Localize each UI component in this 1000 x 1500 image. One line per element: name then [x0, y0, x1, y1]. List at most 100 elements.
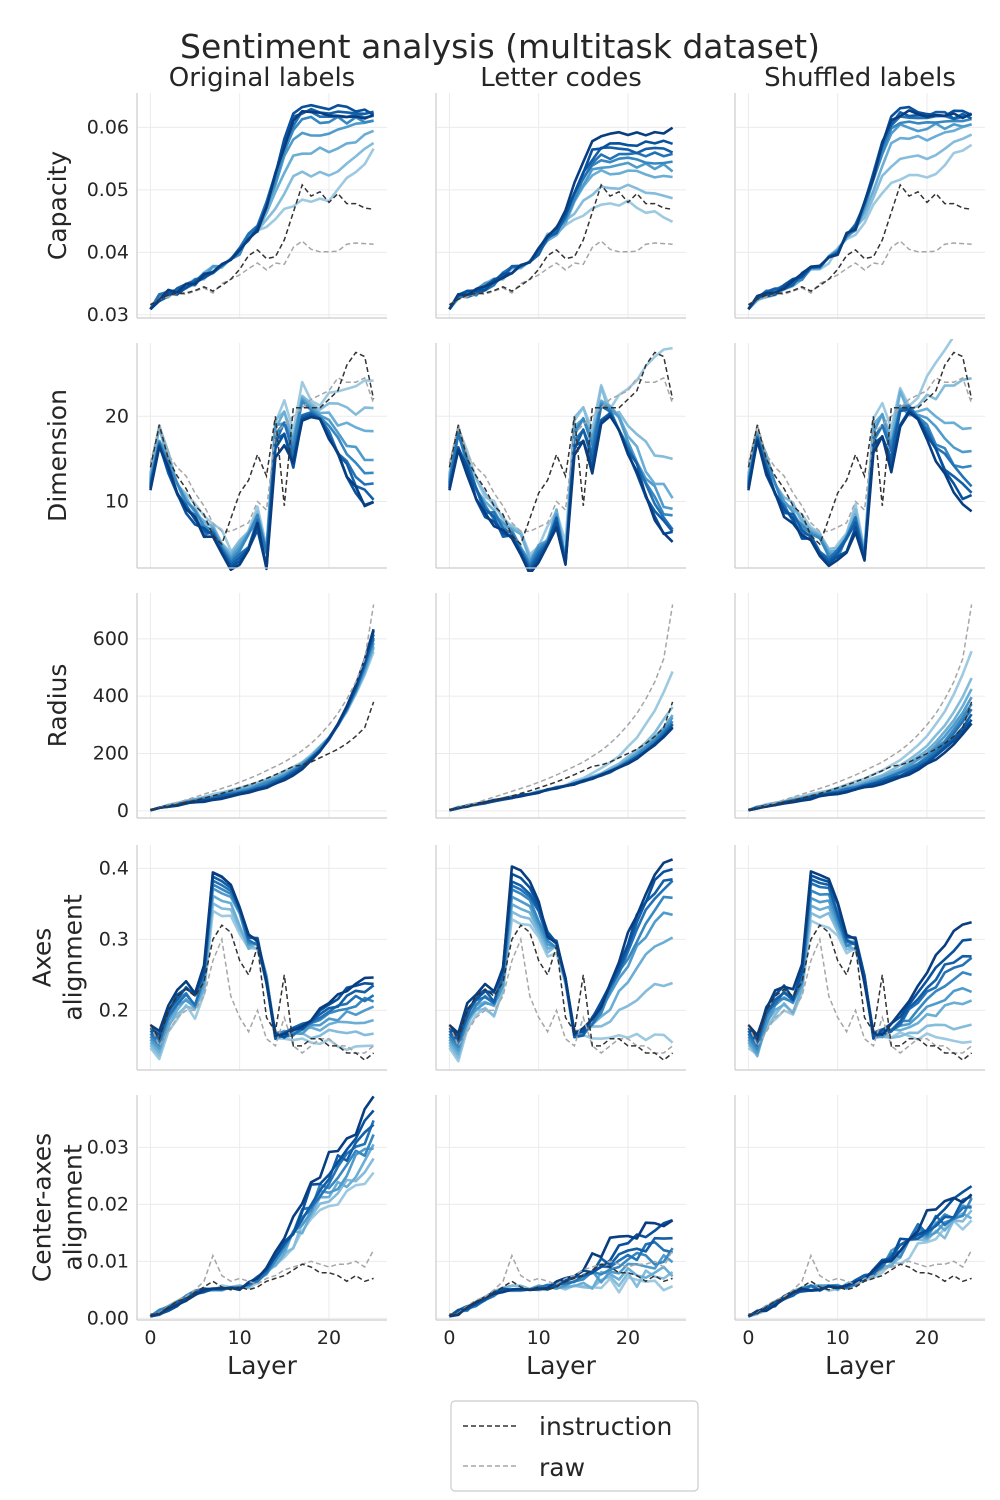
row-label: alignment: [59, 894, 88, 1021]
series-group: [149, 871, 375, 1062]
series-group: [747, 604, 973, 812]
series-8-line: [747, 870, 972, 1037]
instruction-line: [149, 924, 375, 1062]
series-8-line: [149, 415, 375, 572]
instruction-line: [149, 351, 375, 546]
panel-capacity-shuffled-labels: [734, 93, 985, 319]
series-group: [150, 604, 375, 812]
x-axis-label: Layer: [825, 1351, 895, 1380]
instruction-line: [449, 183, 673, 306]
y-tick-label-2: 0.4: [99, 857, 129, 879]
series-8-line: [747, 109, 973, 310]
panels: 0.03 0.04 0.05 0.06 Capacity 10 20 Dimension 0 20…: [28, 93, 985, 1380]
y-tick-label-1: 200: [93, 743, 129, 765]
y-tick-label-2: 400: [93, 685, 129, 707]
instruction-line: [150, 701, 375, 811]
series-group: [149, 103, 375, 311]
series-8-line: [150, 628, 375, 812]
series-7-line: [448, 1218, 674, 1318]
panel-capacity-original-labels: 0.03 0.04 0.05 0.06 Capacity: [43, 93, 387, 326]
raw-line: [150, 1249, 375, 1316]
instruction-line: [448, 924, 674, 1062]
panel-dimension-letter-codes: [435, 343, 686, 572]
x-tick-label-0: 0: [443, 1327, 455, 1349]
panel-axes-alignment-letter-codes: [435, 845, 686, 1071]
y-tick-label-2: 0.02: [87, 1193, 129, 1215]
x-axis-label: Layer: [526, 1351, 596, 1380]
row-label: alignment: [59, 1144, 88, 1271]
x-tick-label-1: 10: [527, 1327, 551, 1349]
instruction-line: [150, 183, 374, 306]
legend-raw-label: raw: [539, 1453, 585, 1482]
raw-line: [448, 936, 674, 1054]
raw-line: [448, 376, 674, 533]
legend: instruction raw: [450, 1400, 699, 1492]
panel-center-axes-alignment-letter-codes: 0 10 20 Layer: [435, 1095, 686, 1380]
instruction-line: [747, 351, 973, 546]
series-8-line: [448, 414, 674, 572]
y-tick-label-0: 0.2: [99, 999, 129, 1021]
series-8-line: [449, 726, 674, 812]
raw-line: [747, 376, 973, 533]
panel-center-axes-alignment-shuffled-labels: 0 10 20 Layer: [734, 1095, 985, 1380]
y-tick-label-1: 0.3: [99, 928, 129, 950]
y-tick-label-0: 10: [105, 491, 129, 513]
x-tick-label-2: 20: [616, 1327, 640, 1349]
x-tick-label-1: 10: [826, 1327, 850, 1349]
panel-radius-original-labels: 0 200 400 600 Radius: [43, 593, 387, 822]
series-group: [149, 351, 375, 572]
series-group: [747, 1185, 973, 1318]
y-tick-label-1: 20: [105, 405, 129, 427]
instruction-line: [748, 1263, 972, 1316]
series-group: [747, 105, 973, 311]
panel-radius-letter-codes: [435, 593, 686, 819]
y-tick-label-3: 0.06: [87, 116, 129, 138]
series-group: [448, 1218, 674, 1318]
y-tick-label-2: 0.05: [87, 179, 129, 201]
y-tick-label-1: 0.01: [87, 1250, 129, 1272]
column-title-shuffled-labels: Shuffled labels: [764, 63, 956, 93]
panel-dimension-shuffled-labels: [734, 339, 985, 569]
instruction-line: [448, 351, 674, 546]
raw-line: [748, 1249, 973, 1316]
series-group: [747, 339, 973, 568]
raw-line: [449, 1249, 674, 1316]
instruction-line: [150, 1263, 374, 1316]
series-8-line: [748, 722, 973, 812]
x-axis-label: Layer: [227, 1351, 297, 1380]
series-group: [448, 346, 674, 572]
legend-instruction-label: instruction: [539, 1412, 672, 1441]
series-group: [448, 126, 674, 311]
x-tick-label-0: 0: [144, 1327, 156, 1349]
column-title-original-labels: Original labels: [169, 63, 355, 93]
panel-radius-shuffled-labels: [734, 593, 985, 819]
series-group: [149, 1095, 375, 1318]
y-tick-label-0: 0: [117, 800, 129, 822]
raw-line: [747, 936, 973, 1054]
instruction-line: [449, 1263, 673, 1316]
series-8-line: [149, 871, 374, 1038]
instruction-line: [748, 701, 973, 811]
row-label: Axes: [28, 928, 57, 988]
column-title-letter-codes: Letter codes: [480, 63, 642, 93]
y-tick-label-3: 0.03: [87, 1136, 129, 1158]
x-tick-label-2: 20: [317, 1327, 341, 1349]
raw-line: [449, 240, 673, 305]
y-tick-label-0: 0.03: [87, 304, 129, 326]
series-group: [448, 604, 674, 812]
row-label: Capacity: [43, 151, 72, 260]
panel-capacity-letter-codes: [435, 93, 686, 319]
panel-axes-alignment-shuffled-labels: [734, 845, 985, 1071]
panel-dimension-original-labels: 10 20 Dimension: [43, 343, 387, 572]
series-group: [448, 858, 674, 1063]
y-tick-label-0: 0.00: [87, 1307, 129, 1329]
series-8-line: [747, 411, 973, 568]
raw-line: [748, 240, 972, 305]
instruction-line: [748, 183, 972, 306]
panel-axes-alignment-original-labels: 0.2 0.3 0.4 Axes alignment: [28, 845, 387, 1071]
series-8-line: [449, 1219, 674, 1318]
series-8-line: [149, 110, 375, 311]
series-8-line: [448, 126, 674, 310]
y-tick-label-1: 0.04: [87, 241, 129, 263]
